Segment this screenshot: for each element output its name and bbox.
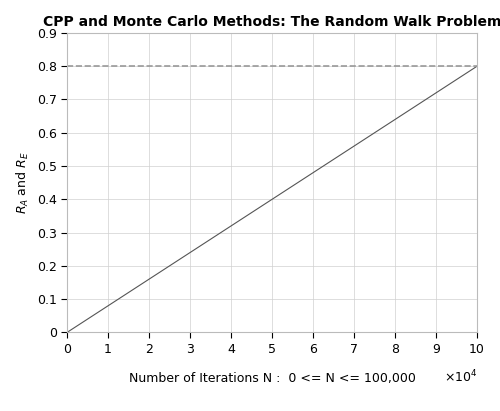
Text: $\times10^4$: $\times10^4$: [444, 368, 477, 385]
Title: CPP and Monte Carlo Methods: The Random Walk Problem: CPP and Monte Carlo Methods: The Random …: [43, 15, 500, 29]
X-axis label: Number of Iterations N :  0 <= N <= 100,000: Number of Iterations N : 0 <= N <= 100,0…: [128, 372, 416, 386]
Y-axis label: $R_A$ and $R_E$: $R_A$ and $R_E$: [15, 151, 31, 214]
